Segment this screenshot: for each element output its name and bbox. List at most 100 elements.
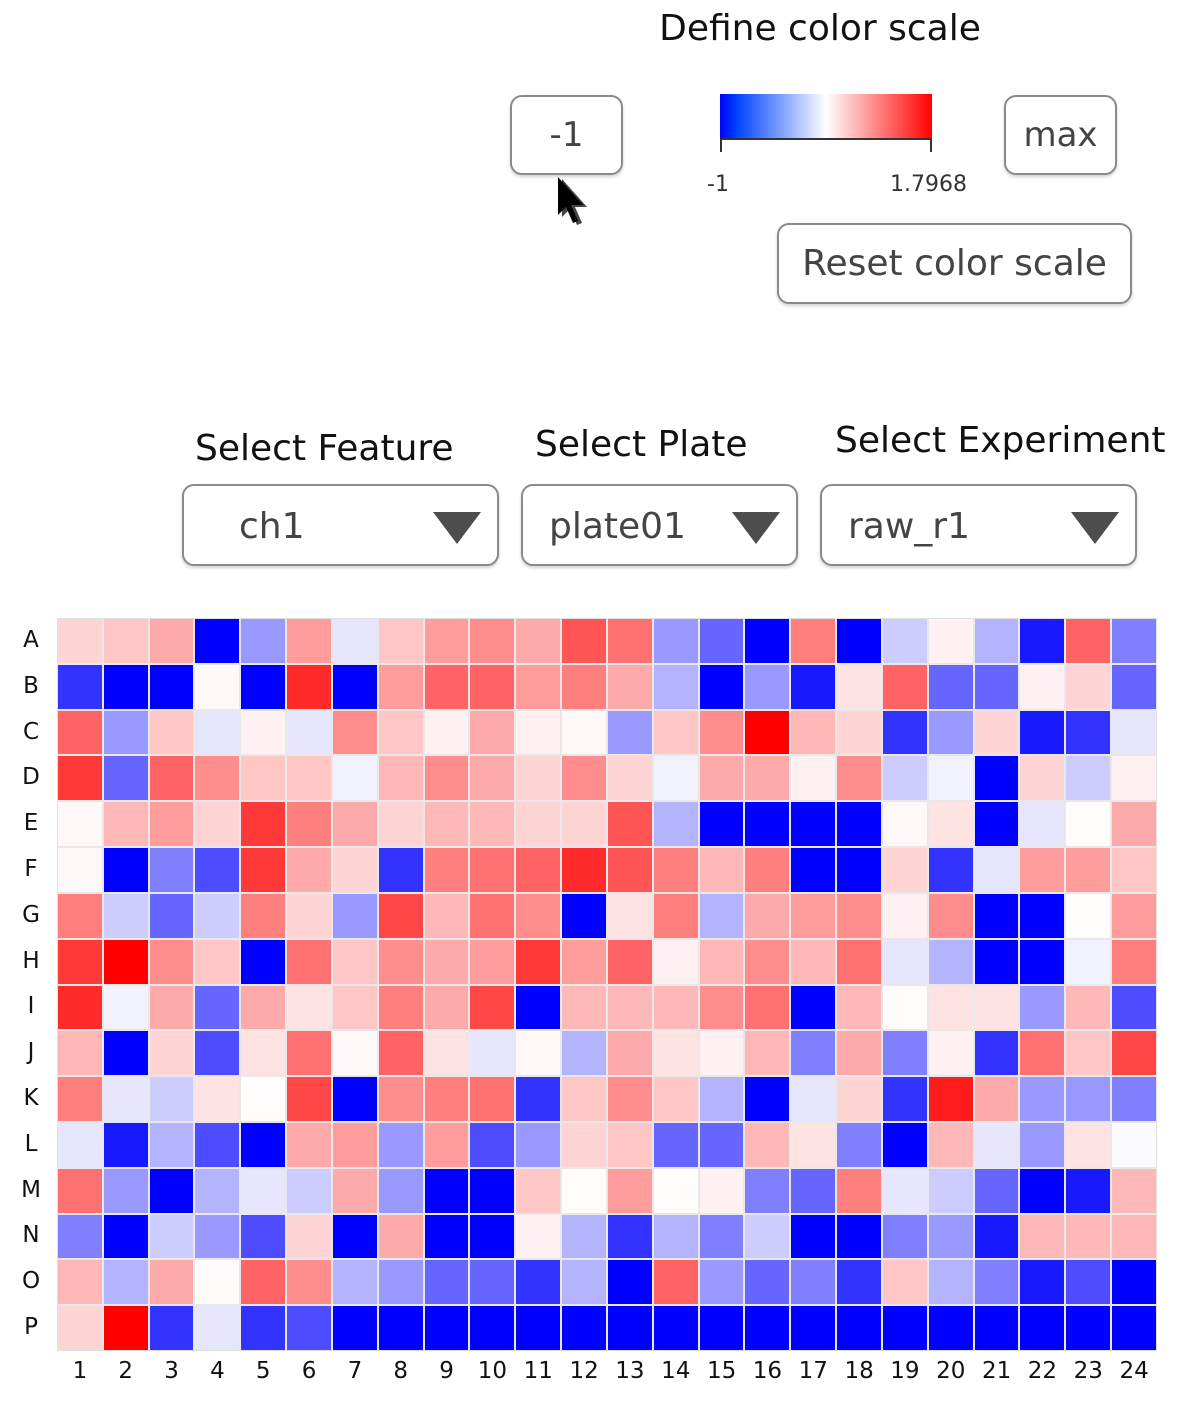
well-H18[interactable] [837, 939, 881, 984]
well-G8[interactable] [378, 893, 423, 938]
well-O20[interactable] [928, 1260, 973, 1305]
well-G10[interactable] [470, 893, 515, 938]
well-G20[interactable] [928, 893, 973, 938]
well-J9[interactable] [424, 1031, 469, 1076]
well-D13[interactable] [607, 756, 652, 801]
well-F10[interactable] [470, 848, 515, 892]
well-G7[interactable] [332, 893, 377, 938]
well-C24[interactable] [1112, 710, 1156, 755]
well-P17[interactable] [791, 1306, 836, 1350]
well-I14[interactable] [653, 985, 698, 1030]
well-J17[interactable] [791, 1031, 836, 1076]
well-J23[interactable] [1066, 1031, 1111, 1076]
well-I4[interactable] [195, 985, 240, 1030]
well-H17[interactable] [791, 939, 836, 984]
well-O3[interactable] [149, 1260, 194, 1305]
well-F9[interactable] [424, 848, 469, 892]
well-P5[interactable] [241, 1306, 286, 1350]
well-P16[interactable] [745, 1306, 790, 1350]
well-I7[interactable] [332, 985, 377, 1030]
well-J13[interactable] [607, 1031, 652, 1076]
well-B20[interactable] [928, 664, 973, 709]
well-J12[interactable] [562, 1031, 606, 1076]
well-L11[interactable] [516, 1122, 561, 1167]
well-N4[interactable] [195, 1214, 240, 1259]
well-M2[interactable] [103, 1168, 148, 1213]
well-K16[interactable] [745, 1077, 790, 1121]
well-F16[interactable] [745, 848, 790, 892]
well-A9[interactable] [424, 619, 469, 663]
well-L15[interactable] [699, 1122, 744, 1167]
well-L12[interactable] [562, 1122, 606, 1167]
well-K1[interactable] [58, 1077, 102, 1121]
well-C9[interactable] [424, 710, 469, 755]
well-J5[interactable] [241, 1031, 286, 1076]
well-D3[interactable] [149, 756, 194, 801]
well-B23[interactable] [1066, 664, 1111, 709]
well-M13[interactable] [607, 1168, 652, 1213]
well-N3[interactable] [149, 1214, 194, 1259]
well-N6[interactable] [287, 1214, 331, 1259]
well-D22[interactable] [1020, 756, 1065, 801]
well-O5[interactable] [241, 1260, 286, 1305]
well-L22[interactable] [1020, 1122, 1065, 1167]
well-L14[interactable] [653, 1122, 698, 1167]
well-M10[interactable] [470, 1168, 515, 1213]
well-L2[interactable] [103, 1122, 148, 1167]
well-D23[interactable] [1066, 756, 1111, 801]
well-H10[interactable] [470, 939, 515, 984]
well-B7[interactable] [332, 664, 377, 709]
well-K17[interactable] [791, 1077, 836, 1121]
well-B22[interactable] [1020, 664, 1065, 709]
well-I24[interactable] [1112, 985, 1156, 1030]
well-E20[interactable] [928, 802, 973, 847]
well-P10[interactable] [470, 1306, 515, 1350]
well-N12[interactable] [562, 1214, 606, 1259]
well-G17[interactable] [791, 893, 836, 938]
well-B14[interactable] [653, 664, 698, 709]
well-P20[interactable] [928, 1306, 973, 1350]
well-I23[interactable] [1066, 985, 1111, 1030]
well-L4[interactable] [195, 1122, 240, 1167]
well-B5[interactable] [241, 664, 286, 709]
reset-color-scale-button[interactable]: Reset color scale [777, 223, 1132, 304]
well-I13[interactable] [607, 985, 652, 1030]
well-C14[interactable] [653, 710, 698, 755]
well-C12[interactable] [562, 710, 606, 755]
well-G6[interactable] [287, 893, 331, 938]
well-H21[interactable] [974, 939, 1019, 984]
well-E3[interactable] [149, 802, 194, 847]
well-N7[interactable] [332, 1214, 377, 1259]
well-E4[interactable] [195, 802, 240, 847]
well-K12[interactable] [562, 1077, 606, 1121]
well-A17[interactable] [791, 619, 836, 663]
well-E18[interactable] [837, 802, 881, 847]
well-L17[interactable] [791, 1122, 836, 1167]
well-L8[interactable] [378, 1122, 423, 1167]
well-K6[interactable] [287, 1077, 331, 1121]
well-K7[interactable] [332, 1077, 377, 1121]
well-O10[interactable] [470, 1260, 515, 1305]
well-M4[interactable] [195, 1168, 240, 1213]
well-G15[interactable] [699, 893, 744, 938]
well-I15[interactable] [699, 985, 744, 1030]
well-O19[interactable] [882, 1260, 927, 1305]
well-E14[interactable] [653, 802, 698, 847]
well-M12[interactable] [562, 1168, 606, 1213]
well-I20[interactable] [928, 985, 973, 1030]
well-F23[interactable] [1066, 848, 1111, 892]
well-B11[interactable] [516, 664, 561, 709]
well-O21[interactable] [974, 1260, 1019, 1305]
well-G24[interactable] [1112, 893, 1156, 938]
well-N20[interactable] [928, 1214, 973, 1259]
well-H12[interactable] [562, 939, 606, 984]
well-N24[interactable] [1112, 1214, 1156, 1259]
well-K23[interactable] [1066, 1077, 1111, 1121]
well-H13[interactable] [607, 939, 652, 984]
well-L1[interactable] [58, 1122, 102, 1167]
well-H6[interactable] [287, 939, 331, 984]
well-P6[interactable] [287, 1306, 331, 1350]
well-C16[interactable] [745, 710, 790, 755]
well-C20[interactable] [928, 710, 973, 755]
well-J24[interactable] [1112, 1031, 1156, 1076]
